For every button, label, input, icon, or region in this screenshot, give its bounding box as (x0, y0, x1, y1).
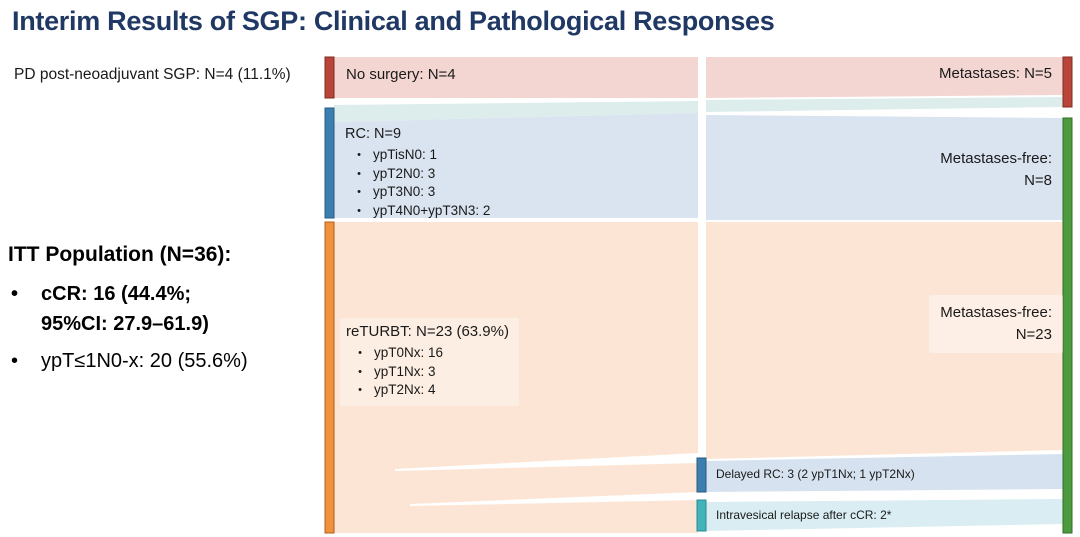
flow-separator (410, 492, 698, 506)
itt-bullet-ypt: • ypT≤1N0-x: 20 (55.6%) (8, 346, 328, 376)
metastases-free-23-node-label: Metastases-free: N=23 (929, 295, 1063, 353)
node-bar-rc (324, 107, 335, 219)
no-surgery-node-label: No surgery: N=4 (346, 66, 456, 83)
node-bar-metastases (1062, 56, 1073, 108)
flow-no-surgery-left (334, 57, 698, 98)
itt-heading: ITT Population (N=36): (8, 243, 232, 266)
list-item: • ypTisN0: 1 (345, 146, 490, 165)
rc-node-title: RC: N=9 (345, 126, 402, 142)
bullet-icon: • (358, 384, 362, 396)
flow-separator (395, 453, 698, 471)
flow-rc-left (334, 113, 698, 218)
rc-node-label: RC: N=9 • ypTisN0: 1 • ypT2N0: 3 • ypT3N… (345, 126, 490, 220)
flow-metastases-free-8 (706, 115, 1063, 220)
node-bar-metastases-free (1062, 117, 1073, 534)
metastases-free-23-line2: N=23 (1015, 326, 1052, 343)
bullet-icon: • (357, 149, 361, 161)
itt-ccr-line2: 95%CI: 27.9–61.9) (41, 313, 209, 335)
rc-bullet-0: ypTisN0: 1 (373, 147, 438, 162)
rc-bullet-1: ypT2N0: 3 (373, 165, 436, 181)
metastases-node-label: Metastases: N=5 (939, 65, 1052, 82)
rc-bullet-2: ypT3N0: 3 (373, 184, 436, 199)
itt-bullet-ccr: • cCR: 16 (44.4%; 95%CI: 27.9–61.9) (8, 279, 328, 339)
returbt-bullet-2: ypT2Nx: 4 (374, 382, 436, 397)
itt-ypt-text: ypT≤1N0-x: 20 (55.6%) (41, 350, 248, 372)
flow-rc-metastases-left (334, 101, 698, 122)
bullet-icon: • (357, 204, 361, 217)
returbt-bullet-0: ypT0Nx: 16 (374, 345, 444, 360)
page-title: Interim Results of SGP: Clinical and Pat… (12, 6, 775, 36)
delayed-rc-node-label: Delayed RC: 3 (2 ypT1Nx; 1 ypT2Nx) (716, 467, 915, 481)
flow-returbt-left (334, 222, 698, 533)
bullet-icon: • (357, 167, 361, 180)
metastases-free-23-line1: Metastases-free: (940, 304, 1052, 321)
node-bar-intravesical (696, 499, 707, 532)
itt-ccr-line1: cCR: 16 (44.4%; (41, 283, 192, 305)
returbt-node-label: reTURBT: N=23 (63.9%) • ypT0Nx: 16 • ypT… (340, 318, 519, 406)
metastases-free-8-line1: Metastases-free: (940, 150, 1052, 167)
list-item: • ypT1Nx: 3 (346, 363, 509, 382)
intravesical-relapse-node-label: Intravesical relapse after cCR: 2* (716, 508, 892, 522)
itt-summary: ITT Population (N=36): • cCR: 16 (44.4%;… (8, 243, 328, 376)
itt-ccr-text: cCR: 16 (44.4%; 95%CI: 27.9–61.9) (41, 279, 209, 339)
node-bar-returbt (324, 221, 335, 534)
rc-bullet-3: ypT4N0+ypT3N3: 2 (373, 202, 491, 218)
node-bar-no-surgery (324, 56, 335, 99)
bullet-icon: • (11, 350, 19, 372)
list-item: • ypT2Nx: 4 (346, 381, 509, 400)
bullet-icon: • (357, 186, 361, 198)
list-item: • ypT2N0: 3 (345, 165, 490, 184)
pd-note-text: PD post-neoadjuvant SGP: N=4 (11.1%) (14, 66, 291, 83)
metastases-free-8-node-label: Metastases-free: N=8 (940, 148, 1052, 192)
bullet-icon: • (358, 347, 362, 359)
list-item: • ypT0Nx: 16 (346, 344, 509, 363)
returbt-node-title: reTURBT: N=23 (63.9%) (346, 323, 509, 340)
node-bar-delayed-rc (696, 457, 707, 493)
list-item: • ypT4N0+ypT3N3: 2 (345, 202, 490, 221)
flow-metastases-right (706, 57, 1063, 98)
flow-intravesical-relapse (706, 499, 1063, 531)
flow-delayed-rc (706, 454, 1063, 492)
flow-metastases-free-23 (706, 222, 1063, 459)
list-item: • ypT3N0: 3 (345, 183, 490, 202)
bullet-icon: • (358, 365, 362, 378)
returbt-bullet-1: ypT1Nx: 3 (374, 363, 436, 379)
metastases-free-8-line2: N=8 (1024, 172, 1052, 189)
flow-rc-metastases-right (706, 97, 1063, 112)
bullet-icon: • (11, 283, 19, 305)
